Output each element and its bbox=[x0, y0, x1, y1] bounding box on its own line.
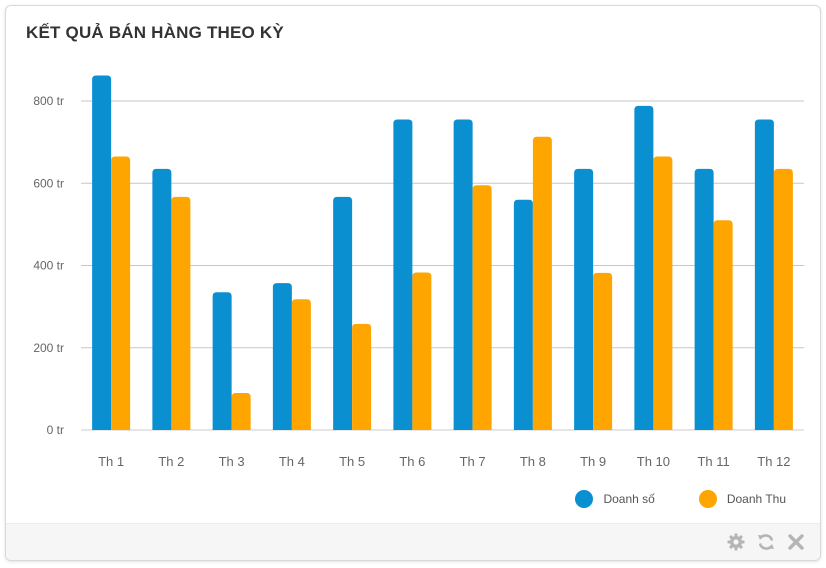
legend-label-doanh-thu: Doanh Thu bbox=[726, 492, 786, 506]
bar-doanh-so-1[interactable] bbox=[92, 75, 112, 430]
bar-doanh-so-9[interactable] bbox=[574, 168, 594, 430]
bar-doanh-thu-9[interactable] bbox=[593, 272, 613, 430]
x-tick-label-5: Th 5 bbox=[339, 454, 365, 469]
chart-legend: Doanh số Doanh Thu bbox=[575, 490, 786, 508]
chart-title: KẾT QUẢ BÁN HÀNG THEO KỲ bbox=[26, 23, 284, 42]
x-tick-label-9: Th 9 bbox=[580, 454, 606, 469]
x-tick-label-11: Th 11 bbox=[697, 454, 729, 469]
y-tick-label-2: 400 tr bbox=[33, 259, 64, 273]
bar-doanh-so-11[interactable] bbox=[694, 168, 714, 430]
x-tick-label-2: Th 2 bbox=[158, 454, 184, 469]
bar-doanh-thu-6[interactable] bbox=[412, 272, 432, 430]
bar-doanh-thu-4[interactable] bbox=[291, 299, 311, 430]
legend-swatch-doanh-so bbox=[575, 490, 594, 508]
x-tick-label-3: Th 3 bbox=[219, 454, 245, 469]
bar-doanh-thu-5[interactable] bbox=[352, 323, 372, 430]
bar-doanh-thu-7[interactable] bbox=[472, 185, 492, 430]
chart-panel: KẾT QUẢ BÁN HÀNG THEO KỲ 0 tr 200 tr 400 t… bbox=[5, 5, 821, 561]
bar-doanh-so-7[interactable] bbox=[453, 119, 473, 430]
bar-doanh-so-4[interactable] bbox=[272, 283, 292, 430]
bar-doanh-thu-1[interactable] bbox=[111, 156, 131, 431]
bar-doanh-thu-3[interactable] bbox=[231, 392, 251, 430]
bar-doanh-so-12[interactable] bbox=[754, 119, 774, 430]
legend-item-doanh-so[interactable]: Doanh số bbox=[575, 490, 655, 508]
bar-doanh-so-3[interactable] bbox=[212, 292, 232, 430]
bar-chart: 0 tr 200 tr 400 tr 600 tr 800 tr Th 1 Th 2 Th 3… bbox=[33, 75, 804, 469]
bar-doanh-thu-11[interactable] bbox=[713, 220, 733, 430]
legend-swatch-doanh-thu bbox=[698, 490, 717, 508]
bar-doanh-so-10[interactable] bbox=[634, 105, 654, 430]
gear-icon[interactable] bbox=[726, 532, 746, 552]
y-tick-label-1: 200 tr bbox=[33, 341, 64, 355]
bar-doanh-so-5[interactable] bbox=[333, 196, 353, 430]
bar-doanh-thu-12[interactable] bbox=[773, 168, 793, 430]
x-tick-label-6: Th 6 bbox=[399, 454, 425, 469]
close-icon[interactable] bbox=[786, 532, 806, 552]
x-tick-label-8: Th 8 bbox=[520, 454, 546, 469]
y-tick-label-0: 0 tr bbox=[47, 423, 64, 437]
bar-doanh-thu-8[interactable] bbox=[532, 136, 552, 430]
bar-doanh-thu-10[interactable] bbox=[653, 156, 673, 431]
x-tick-label-12: Th 12 bbox=[757, 454, 790, 469]
bar-doanh-so-6[interactable] bbox=[393, 119, 413, 430]
y-tick-label-4: 800 tr bbox=[33, 94, 64, 108]
x-tick-label-7: Th 7 bbox=[460, 454, 486, 469]
legend-item-doanh-thu[interactable]: Doanh Thu bbox=[698, 490, 786, 508]
panel-footer bbox=[6, 523, 820, 560]
bar-doanh-thu-2[interactable] bbox=[171, 196, 191, 430]
x-tick-label-1: Th 1 bbox=[98, 454, 124, 469]
legend-label-doanh-so: Doanh số bbox=[603, 492, 655, 506]
x-tick-label-10: Th 10 bbox=[637, 454, 670, 469]
refresh-icon[interactable] bbox=[756, 532, 776, 552]
x-tick-label-4: Th 4 bbox=[279, 454, 305, 469]
bar-doanh-so-2[interactable] bbox=[152, 168, 172, 430]
y-tick-label-3: 600 tr bbox=[33, 176, 64, 190]
footer-toolbar bbox=[726, 532, 806, 552]
bar-doanh-so-8[interactable] bbox=[513, 199, 533, 430]
